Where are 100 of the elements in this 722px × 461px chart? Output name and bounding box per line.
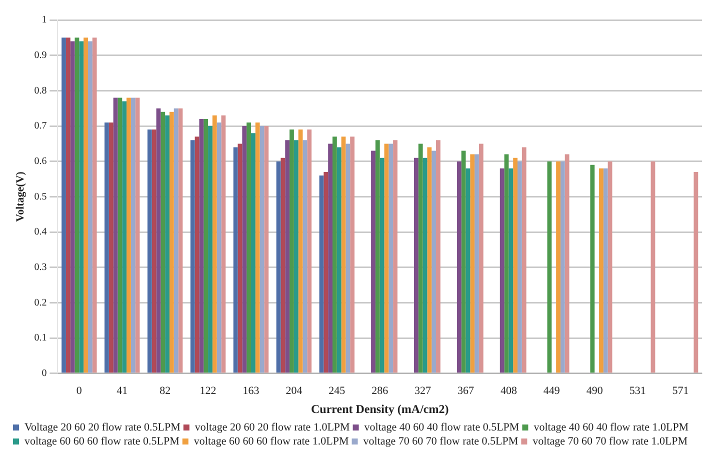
bar	[84, 38, 88, 373]
bar	[290, 130, 294, 373]
bar	[242, 126, 247, 373]
bar	[388, 144, 394, 373]
bar	[560, 161, 565, 373]
bar	[156, 108, 161, 373]
bar	[122, 101, 127, 373]
x-tick-label: 531	[629, 384, 646, 397]
x-tick-label: 41	[116, 384, 128, 397]
bar	[246, 122, 251, 373]
bar	[126, 98, 131, 373]
bar	[332, 136, 337, 373]
x-tick-label: 286	[372, 384, 389, 397]
x-tick-label: 327	[414, 384, 432, 397]
bar	[66, 38, 70, 373]
bar	[74, 38, 80, 373]
bar	[518, 161, 522, 373]
bar	[336, 147, 342, 373]
legend-label: voltage 40 60 40 flow rate 0.5LPM	[364, 421, 520, 434]
y-tick-label: 0.7	[34, 120, 47, 132]
bar	[307, 130, 312, 373]
x-tick-label: 245	[328, 384, 346, 397]
y-axis-title: Voltage(V)	[14, 171, 26, 222]
bar	[88, 41, 92, 373]
bar	[504, 154, 509, 373]
bar	[280, 158, 286, 373]
bar	[522, 147, 526, 373]
bar	[204, 118, 208, 373]
y-tick-label: 0.2	[34, 297, 47, 308]
bar	[371, 150, 376, 373]
bar	[466, 168, 470, 373]
bar	[470, 154, 475, 373]
x-tick-label: 122	[200, 384, 216, 397]
y-tick-label: 0.6	[34, 156, 47, 167]
legend-label: voltage 60 60 60 flow rate 0.5LPM	[24, 435, 180, 448]
bar	[414, 158, 418, 373]
bar	[92, 38, 97, 373]
legend-label: Voltage 20 60 20 flow rate 0.5LPM	[24, 421, 181, 434]
bar	[346, 144, 350, 373]
legend-label: voltage 70 60 70 flow rate 0.5LPM	[363, 435, 518, 448]
x-tick-label: 204	[286, 384, 303, 397]
x-tick-label: 82	[160, 384, 171, 397]
y-tick-label: 0.9	[34, 50, 47, 61]
bar	[233, 147, 238, 373]
bar	[160, 112, 166, 373]
bar	[104, 122, 109, 373]
bar	[208, 126, 212, 373]
bar	[190, 140, 195, 373]
y-tick-label: 0.3	[34, 262, 47, 274]
x-tick-label: 408	[500, 384, 518, 397]
bar	[130, 98, 136, 373]
bar	[113, 98, 118, 373]
bar	[199, 118, 204, 373]
bar	[260, 126, 264, 373]
bar	[62, 38, 66, 373]
x-tick-label: 449	[543, 384, 560, 397]
bar	[375, 140, 380, 373]
y-tick-label: 0.5	[34, 191, 47, 202]
bar	[285, 140, 290, 373]
x-tick-label: 490	[586, 384, 604, 397]
bar	[418, 144, 423, 373]
bar	[380, 158, 384, 373]
bar	[178, 108, 183, 373]
legend-label: voltage 20 60 20 flow rate 1.0LPM	[194, 421, 350, 434]
bar	[422, 158, 428, 373]
bar	[216, 122, 222, 373]
bar	[603, 168, 608, 373]
y-tick-label: 0	[42, 368, 47, 380]
bar	[294, 140, 298, 373]
bar	[238, 144, 242, 373]
x-tick-label: 163	[242, 384, 260, 397]
bar	[152, 130, 156, 373]
bar	[298, 130, 303, 373]
bar	[384, 144, 389, 373]
bar	[608, 161, 612, 373]
bar	[350, 136, 355, 373]
bar	[324, 172, 328, 373]
bar	[276, 161, 281, 373]
bar	[556, 161, 560, 373]
x-tick-label: 0	[76, 384, 82, 397]
x-axis-title: Current Density (mA/cm2)	[310, 402, 449, 416]
bar	[564, 154, 570, 373]
legend-label: voltage 40 60 40 flow rate 1.0LPM	[534, 421, 689, 434]
bar	[590, 164, 595, 373]
bar	[194, 136, 200, 373]
bar	[474, 154, 479, 373]
bar	[432, 150, 436, 373]
y-tick-label: 0.8	[34, 85, 47, 96]
y-tick-label: 0.1	[34, 332, 47, 344]
bar	[79, 41, 84, 373]
bar	[250, 133, 256, 373]
bar	[165, 115, 170, 373]
bar	[174, 108, 178, 373]
legend-label: voltage 60 60 60 flow rate 1.0LPM	[194, 435, 349, 448]
y-tick-label: 0.4	[34, 226, 47, 238]
bar	[108, 122, 114, 373]
bar	[328, 144, 332, 373]
bar	[319, 175, 324, 373]
bar	[169, 112, 174, 373]
bar	[212, 115, 217, 373]
